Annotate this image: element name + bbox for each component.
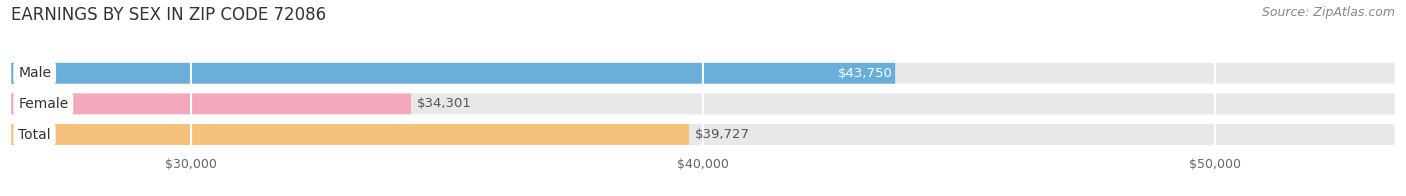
FancyBboxPatch shape bbox=[11, 124, 689, 145]
Text: Source: ZipAtlas.com: Source: ZipAtlas.com bbox=[1261, 6, 1395, 19]
Text: $34,301: $34,301 bbox=[416, 97, 471, 110]
Text: Total: Total bbox=[18, 128, 51, 142]
FancyBboxPatch shape bbox=[11, 93, 411, 114]
Text: $43,750: $43,750 bbox=[838, 67, 893, 80]
FancyBboxPatch shape bbox=[11, 63, 896, 84]
Text: Male: Male bbox=[18, 66, 51, 80]
Text: EARNINGS BY SEX IN ZIP CODE 72086: EARNINGS BY SEX IN ZIP CODE 72086 bbox=[11, 6, 326, 24]
Text: Female: Female bbox=[18, 97, 69, 111]
FancyBboxPatch shape bbox=[11, 124, 1395, 145]
Text: $39,727: $39,727 bbox=[695, 128, 749, 141]
FancyBboxPatch shape bbox=[11, 93, 1395, 114]
FancyBboxPatch shape bbox=[11, 63, 1395, 84]
